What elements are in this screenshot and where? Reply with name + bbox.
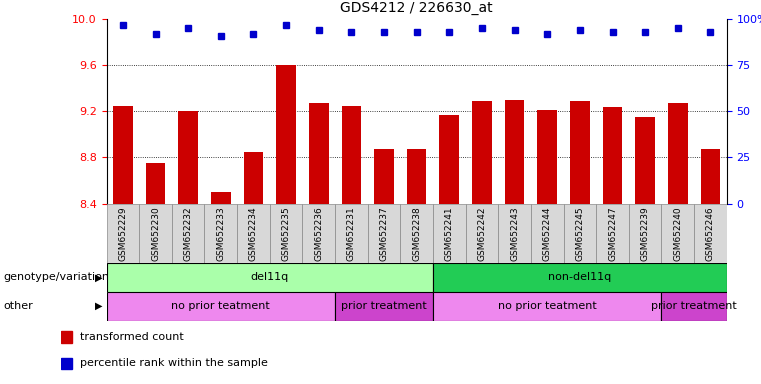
Bar — [407, 149, 426, 204]
Bar — [335, 292, 433, 321]
Bar — [564, 204, 596, 263]
Bar — [433, 292, 661, 321]
Bar — [368, 204, 400, 263]
Text: GSM652240: GSM652240 — [673, 207, 683, 261]
Text: GSM652236: GSM652236 — [314, 207, 323, 261]
Bar — [433, 204, 466, 263]
Text: GSM652233: GSM652233 — [216, 207, 225, 261]
Text: GSM652229: GSM652229 — [119, 207, 127, 261]
Text: no prior teatment: no prior teatment — [171, 301, 270, 311]
Text: GSM652245: GSM652245 — [575, 207, 584, 261]
Text: prior treatment: prior treatment — [651, 301, 737, 311]
Text: GSM652242: GSM652242 — [477, 207, 486, 261]
Bar — [603, 107, 622, 204]
Text: GSM652235: GSM652235 — [282, 207, 291, 261]
Bar — [498, 204, 531, 263]
Bar — [374, 149, 393, 204]
Bar — [433, 263, 727, 292]
Bar — [269, 204, 302, 263]
Bar — [145, 163, 165, 204]
Bar — [629, 204, 661, 263]
Text: non-del11q: non-del11q — [548, 272, 612, 283]
Bar — [276, 65, 296, 204]
Text: GSM652234: GSM652234 — [249, 207, 258, 261]
Text: GSM652237: GSM652237 — [380, 207, 389, 261]
Text: GSM652232: GSM652232 — [183, 207, 193, 261]
Bar — [237, 204, 269, 263]
Bar — [400, 204, 433, 263]
Bar — [61, 358, 72, 369]
Bar — [335, 204, 368, 263]
Text: GSM652246: GSM652246 — [706, 207, 715, 261]
Bar — [668, 103, 688, 204]
Text: GSM652239: GSM652239 — [641, 207, 650, 261]
Bar — [701, 149, 720, 204]
Text: prior treatment: prior treatment — [341, 301, 427, 311]
Text: other: other — [4, 301, 33, 311]
Text: del11q: del11q — [250, 272, 289, 283]
Text: ▶: ▶ — [95, 301, 103, 311]
Bar — [466, 204, 498, 263]
Text: genotype/variation: genotype/variation — [4, 272, 110, 283]
Text: ▶: ▶ — [95, 272, 103, 283]
Text: GSM652238: GSM652238 — [412, 207, 421, 261]
Title: GDS4212 / 226630_at: GDS4212 / 226630_at — [340, 2, 493, 15]
Text: percentile rank within the sample: percentile rank within the sample — [80, 359, 268, 369]
Bar — [309, 103, 329, 204]
Bar — [139, 204, 172, 263]
Bar — [537, 110, 557, 204]
Bar — [635, 117, 655, 204]
Bar — [107, 292, 335, 321]
Bar — [61, 331, 72, 343]
Bar — [440, 115, 459, 204]
Bar — [107, 263, 433, 292]
Bar — [505, 100, 524, 204]
Text: GSM652243: GSM652243 — [510, 207, 519, 261]
Bar — [531, 204, 564, 263]
Bar — [342, 106, 361, 204]
Bar — [107, 204, 139, 263]
Bar — [172, 204, 205, 263]
Bar — [302, 204, 335, 263]
Bar — [244, 152, 263, 204]
Text: GSM652247: GSM652247 — [608, 207, 617, 261]
Text: no prior teatment: no prior teatment — [498, 301, 597, 311]
Bar — [661, 204, 694, 263]
Text: GSM652231: GSM652231 — [347, 207, 356, 261]
Text: GSM652241: GSM652241 — [444, 207, 454, 261]
Bar — [113, 106, 132, 204]
Bar — [211, 192, 231, 204]
Bar — [661, 292, 727, 321]
Text: GSM652230: GSM652230 — [151, 207, 160, 261]
Bar — [178, 111, 198, 204]
Text: transformed count: transformed count — [80, 332, 183, 342]
Bar — [694, 204, 727, 263]
Bar — [472, 101, 492, 204]
Bar — [205, 204, 237, 263]
Bar — [596, 204, 629, 263]
Bar — [570, 101, 590, 204]
Text: GSM652244: GSM652244 — [543, 207, 552, 261]
